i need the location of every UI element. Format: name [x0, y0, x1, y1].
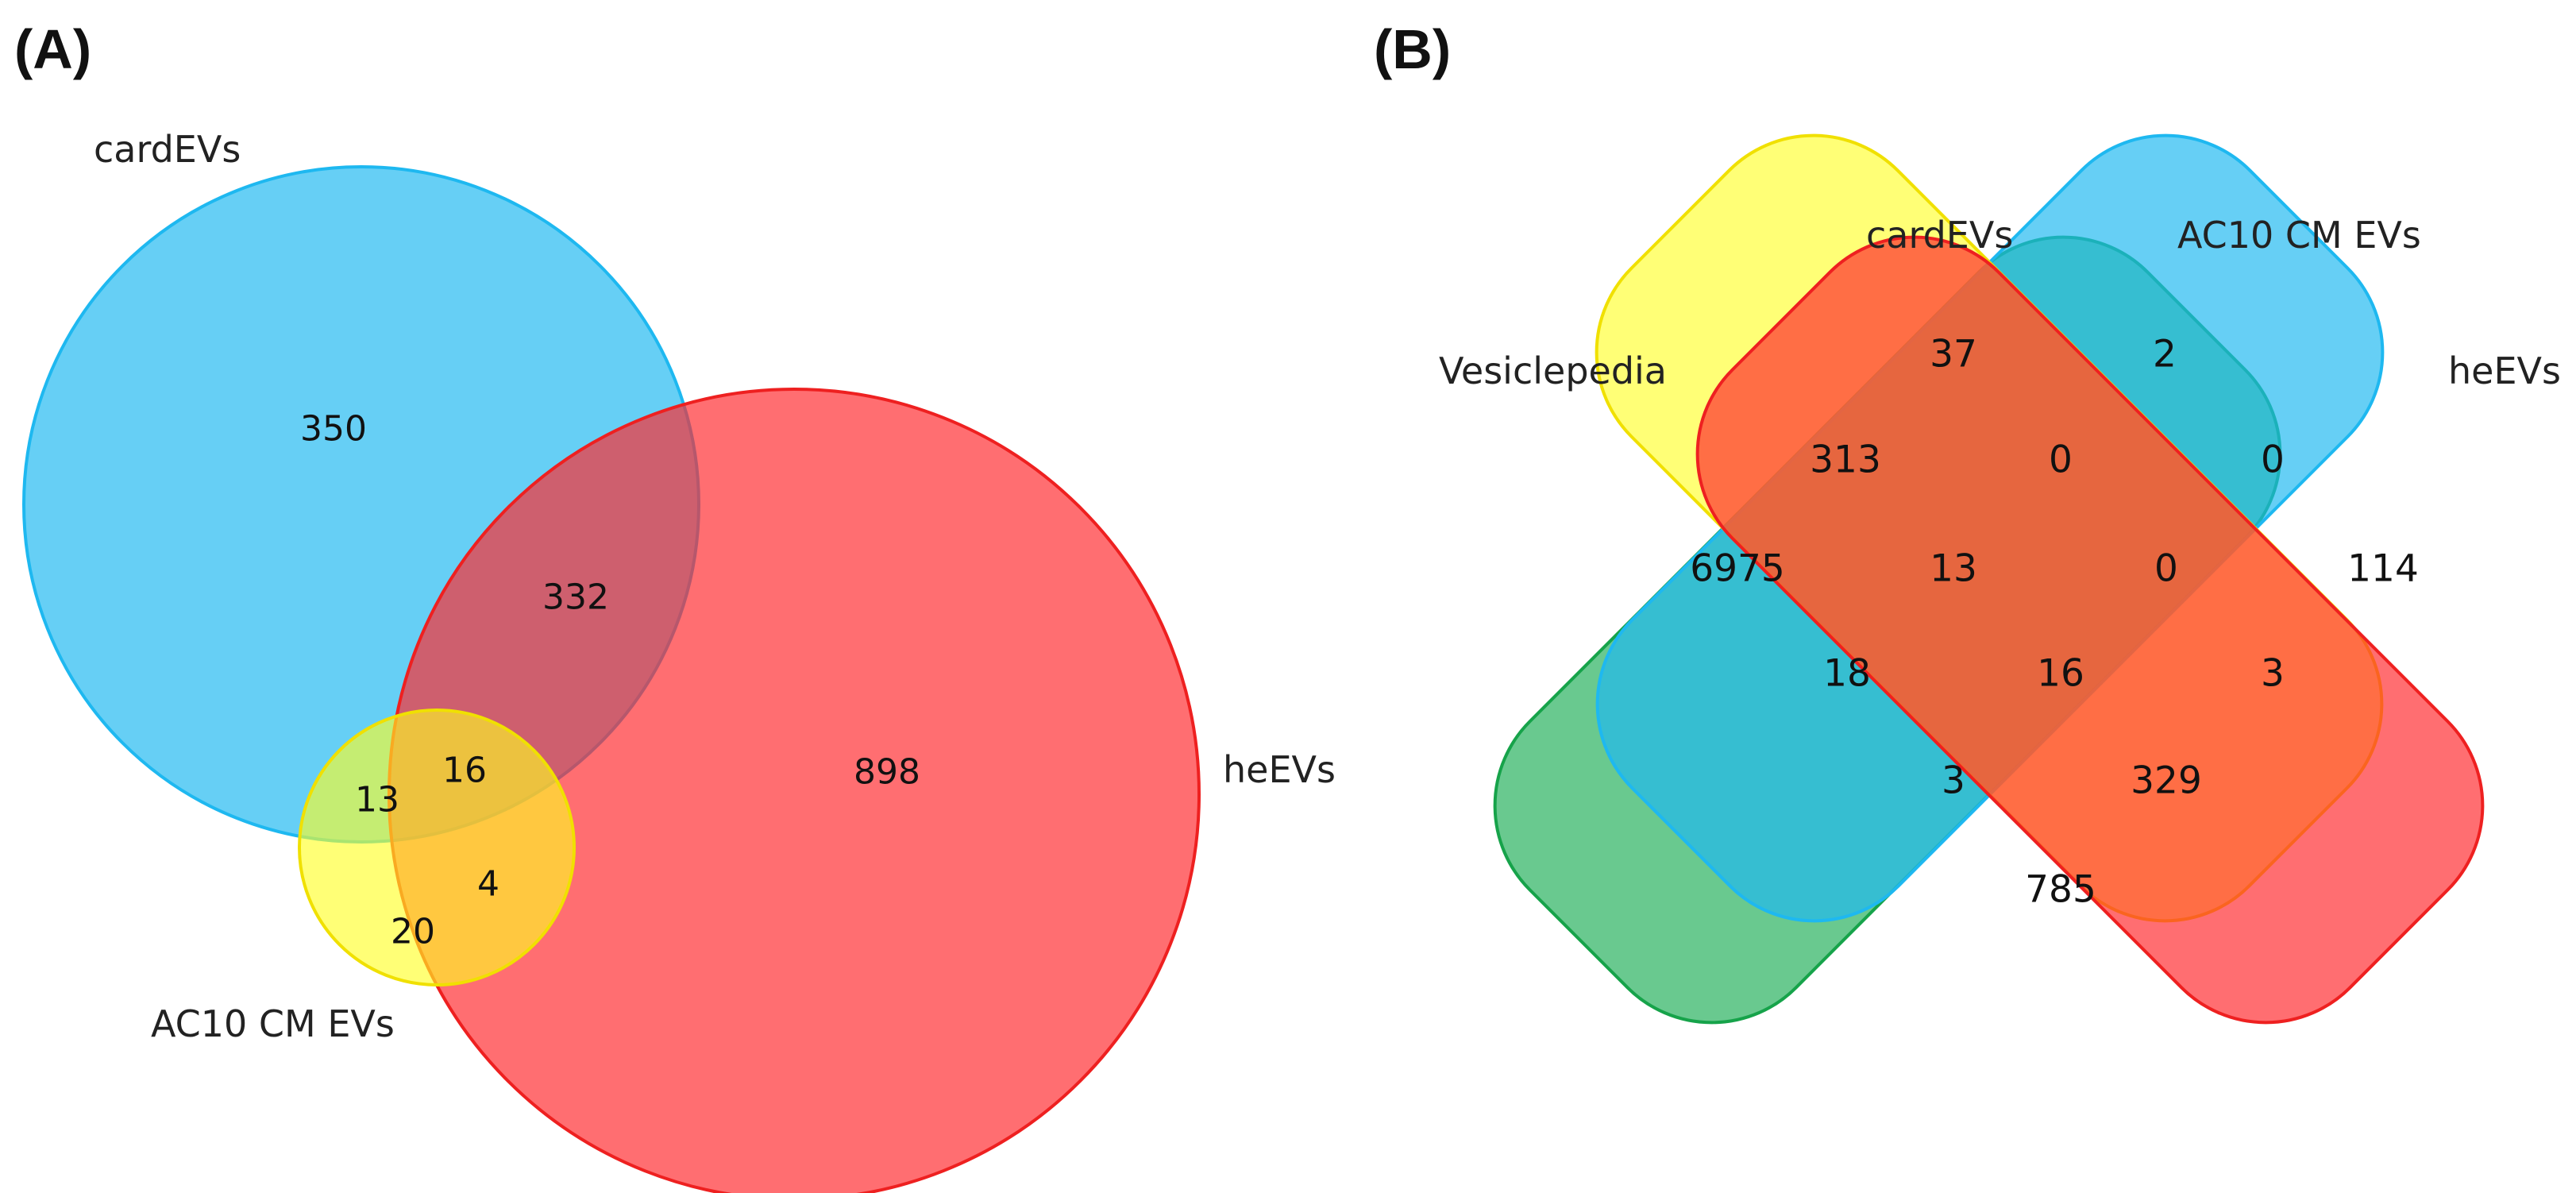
count-b-ac10-he: 0 [2261, 438, 2285, 482]
count-b-vesi-card-he: 329 [2131, 759, 2202, 803]
count-b-vesi-card-ac10: 13 [1930, 547, 1977, 591]
ac10-circle [298, 708, 576, 986]
ac10-label-b: AC10 CM EVs [2177, 214, 2421, 257]
panel-a: (A) cardEVs heEVs AC10 CM EVs 350 332 89… [14, 18, 1336, 1193]
count-b-vesi-card: 313 [1810, 438, 1881, 482]
count-he-ac10: 4 [477, 864, 499, 905]
heevs-shape [1695, 235, 2485, 1025]
count-b-vesi-he: 785 [2025, 868, 2096, 912]
count-b-vesi-ac10: 18 [1823, 652, 1871, 696]
heevs-label-b: heEVs [2448, 349, 2561, 392]
count-b-card-he: 3 [2261, 652, 2285, 696]
count-card-he-ac10: 16 [442, 751, 487, 791]
count-b-vesi-ac10-he: 3 [1942, 759, 1965, 803]
panel-a-label: (A) [14, 18, 91, 80]
ac10-label: AC10 CM EVs [151, 1002, 395, 1045]
heevs-label: heEVs [1223, 748, 1336, 791]
count-b-card-ac10-he: 0 [2154, 547, 2178, 591]
panel-b-label: (B) [1374, 18, 1451, 80]
count-b-he-only: 114 [2347, 547, 2419, 591]
count-he-only: 898 [854, 752, 920, 793]
count-b-card-only: 37 [1930, 333, 1977, 376]
count-card-ac10: 13 [355, 780, 399, 820]
count-card-only: 350 [300, 409, 367, 450]
vesiclepedia-label: Vesiclepedia [1439, 349, 1667, 392]
panel-b: (B) Vesiclepedia cardEVs AC10 CM EVs heE… [1374, 18, 2561, 1025]
cardevs-label-b: cardEVs [1866, 214, 2013, 257]
count-ac10-only: 20 [391, 912, 435, 952]
count-card-he: 332 [542, 577, 609, 618]
count-b-card-ac10: 0 [2049, 438, 2073, 482]
count-b-ac10-only: 2 [2153, 333, 2177, 376]
count-b-all-four: 16 [2037, 652, 2084, 696]
cardevs-label: cardEVs [94, 128, 241, 171]
count-b-vesi-only: 6975 [1690, 547, 1785, 591]
